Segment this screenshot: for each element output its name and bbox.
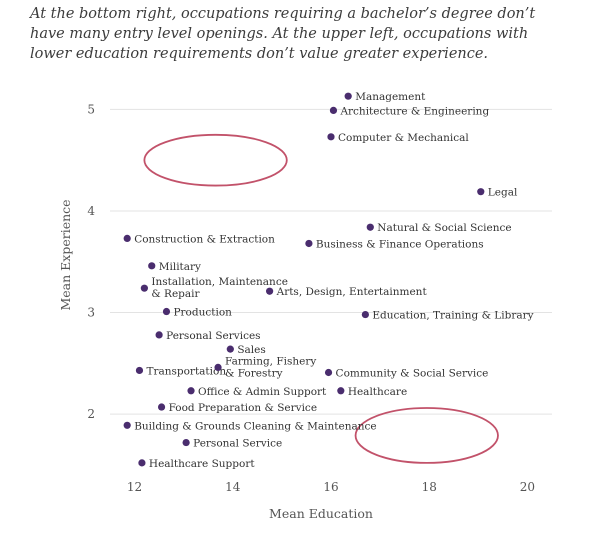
point-label-personal-services: Personal Services xyxy=(166,330,260,342)
chart-caption: At the bottom right, occupations requiri… xyxy=(30,6,536,62)
y-tick-label-5: 5 xyxy=(87,102,95,116)
point-label-natural-social-science: Natural & Social Science xyxy=(377,222,511,234)
point-label-construction-extraction: Construction & Extraction xyxy=(134,233,275,245)
point-label-production: Production xyxy=(173,307,232,319)
point-label-healthcare-support: Healthcare Support xyxy=(149,458,255,470)
point-architecture-engineering xyxy=(329,106,338,115)
point-label-business-finance-operations: Business & Finance Operations xyxy=(316,238,484,250)
highlight-ellipse-2 xyxy=(354,407,499,464)
point-personal-service xyxy=(182,438,190,447)
point-label-farming-fishery-forestry: Farming, Fishery & Forestry xyxy=(225,355,316,379)
point-construction-extraction xyxy=(123,234,131,242)
point-computer-mechanical xyxy=(327,133,335,141)
x-tick-label-20: 20 xyxy=(520,480,535,494)
point-label-military: Military xyxy=(159,261,201,273)
y-tick-label-3: 3 xyxy=(87,306,95,320)
point-label-community-social-service: Community & Social Service xyxy=(336,367,489,379)
point-community-social-service xyxy=(324,368,333,377)
point-label-computer-mechanical: Computer & Mechanical xyxy=(338,132,469,144)
point-arts-design-entertainment xyxy=(266,287,274,295)
point-office-admin-support xyxy=(187,387,195,395)
point-transportation xyxy=(135,366,144,375)
point-label-food-preparation-service: Food Preparation & Service xyxy=(169,402,317,414)
point-healthcare xyxy=(337,387,345,395)
point-label-management: Management xyxy=(355,91,426,103)
x-tick-label-14: 14 xyxy=(225,480,241,494)
point-legal xyxy=(477,188,485,196)
point-label-healthcare: Healthcare xyxy=(348,386,407,398)
x-axis-title: Mean Education xyxy=(269,506,373,521)
point-personal-services xyxy=(155,331,163,339)
point-healthcare-support xyxy=(138,459,146,467)
point-building-grounds-cleaning-maintenance xyxy=(123,421,131,429)
highlight-ellipse-1 xyxy=(143,133,288,187)
point-label-personal-service: Personal Service xyxy=(193,438,282,450)
point-food-preparation-service xyxy=(157,403,166,411)
point-label-arts-design-entertainment: Arts, Design, Entertainment xyxy=(276,286,428,298)
x-tick-label-18: 18 xyxy=(422,480,437,494)
point-management xyxy=(344,92,352,100)
point-label-building-grounds-cleaning-maintenance: Building & Grounds Cleaning & Maintenanc… xyxy=(134,420,376,432)
y-axis-title: Mean Experience xyxy=(58,199,73,310)
y-tick-label-4: 4 xyxy=(87,204,95,218)
y-tick-label-2: 2 xyxy=(87,407,95,421)
point-label-architecture-engineering: Architecture & Engineering xyxy=(339,105,489,117)
point-education-training-library xyxy=(361,310,369,319)
point-label-sales: Sales xyxy=(237,344,265,356)
point-label-installation-maintenance-repair: Installation, Maintenance & Repair xyxy=(151,276,288,300)
point-installation-maintenance-repair xyxy=(140,284,148,292)
point-sales xyxy=(226,345,234,353)
point-layer: Management Architecture & Engineering Comp… xyxy=(123,91,534,470)
point-production xyxy=(162,307,171,316)
point-farming-fishery-forestry xyxy=(214,363,222,372)
x-tick-label-16: 16 xyxy=(323,480,338,494)
point-business-finance-operations xyxy=(305,239,313,248)
point-label-transportation: Transportation xyxy=(146,365,226,377)
tick-layer: 2 3 4 5 12 14 16 18 20 xyxy=(87,102,535,494)
x-tick-label-12: 12 xyxy=(127,480,142,494)
point-military xyxy=(148,262,156,270)
point-label-legal: Legal xyxy=(488,187,518,199)
point-natural-social-science xyxy=(366,223,374,231)
point-label-office-admin-support: Office & Admin Support xyxy=(198,386,327,398)
annotation-layer xyxy=(143,133,499,464)
point-label-education-training-library: Education, Training & Library xyxy=(372,310,533,322)
